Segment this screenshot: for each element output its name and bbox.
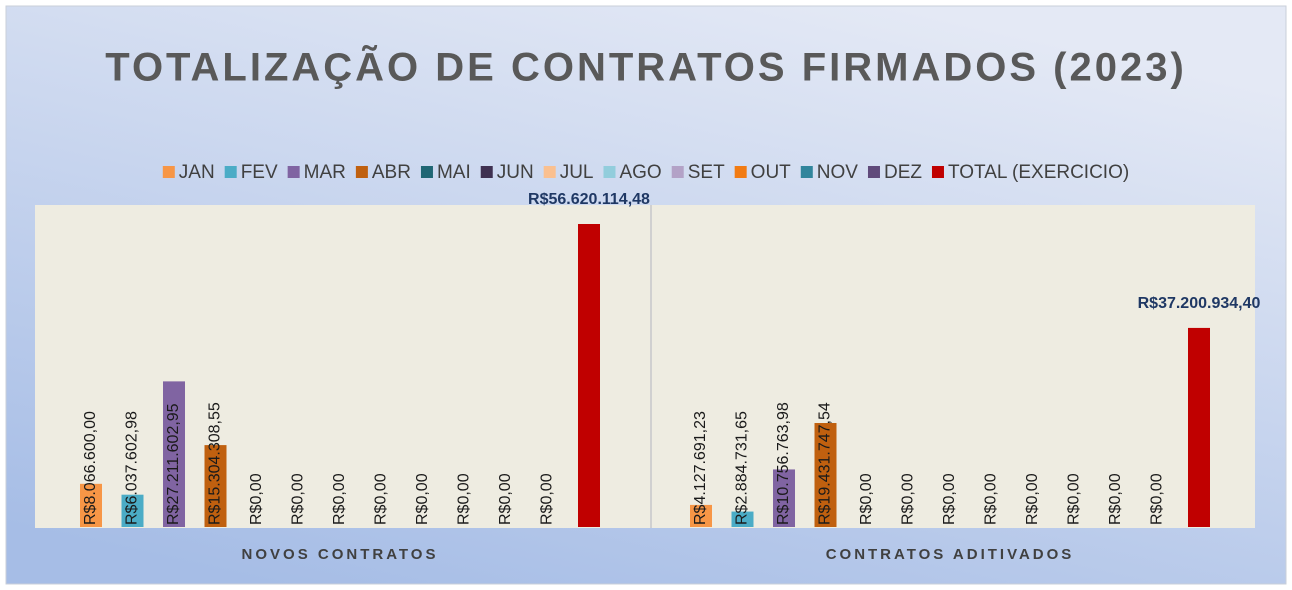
bar [163,381,185,527]
legend-label: JAN [179,162,215,183]
category-label: CONTRATOS ADITIVADOS [826,546,1075,563]
bar [80,483,102,527]
value-label: R$0,00 [1066,473,1083,525]
legend-swatch [543,166,556,178]
legend-label: TOTAL (EXERCICIO) [948,162,1129,183]
legend-label: DEZ [884,162,922,183]
legend-swatch [867,166,880,178]
legend-label: MAR [304,162,346,183]
legend-label: JUN [497,162,534,183]
bar [814,423,837,527]
value-label: R$27.211.602,95 [165,403,182,525]
legend-label: AGO [619,162,661,183]
bar [578,224,600,527]
total-label: R$37.200.934,40 [1138,295,1261,312]
value-label: R$0,00 [456,473,473,525]
value-label: R$0,00 [539,473,556,525]
value-label: R$0,00 [858,473,875,525]
legend-swatch [480,166,493,178]
chart-title: TOTALIZAÇÃO DE CONTRATOS FIRMADOS (2023) [105,44,1187,90]
bar [1188,327,1210,527]
legend-label: ABR [372,162,411,183]
legend-label: SET [688,162,725,183]
value-label: R$0,00 [900,473,917,525]
value-label: R$4.127.691,23 [692,411,709,525]
legend-label: FEV [241,162,278,183]
value-label: R$6.037.602,98 [124,411,141,525]
total-label: R$56.620.114,48 [528,191,650,208]
value-label: R$0,00 [331,473,348,525]
bar [121,494,144,527]
legend-swatch [734,166,747,178]
legend-swatch [671,166,684,178]
value-label: R$0,00 [1107,473,1124,525]
value-label: R$8.066.600,00 [82,411,99,525]
value-label: R$0,00 [373,473,390,525]
legend-swatch [931,166,944,178]
legend-label: MAI [437,162,471,183]
bar [731,511,754,527]
value-label: R$15.304.308,55 [207,402,224,525]
category-label: NOVOS CONTRATOS [242,546,439,563]
plot-area [35,205,1255,528]
value-label: R$0,00 [1024,473,1041,525]
bar [773,469,795,527]
legend-swatch [287,166,300,178]
value-label: R$0,00 [941,473,958,525]
legend-label: OUT [751,162,792,183]
legend-label: NOV [817,162,859,183]
bar [204,445,227,527]
value-label: R$2.884.731,65 [734,411,751,525]
legend-label: JUL [560,162,594,183]
value-label: R$0,00 [983,473,1000,525]
value-label: R$19.431.747,54 [817,402,834,525]
value-label: R$10.756.763,98 [775,402,792,525]
value-label: R$0,00 [248,473,265,525]
legend-swatch [420,166,433,178]
legend-swatch [603,166,616,178]
legend-swatch [355,166,368,178]
legend-swatch [224,166,237,178]
value-label: R$0,00 [497,473,514,525]
legend-swatch [162,166,175,178]
value-label: R$0,00 [290,473,307,525]
value-label: R$0,00 [1149,473,1166,525]
legend-swatch [800,166,813,178]
value-label: R$0,00 [414,473,431,525]
bar [690,504,712,527]
